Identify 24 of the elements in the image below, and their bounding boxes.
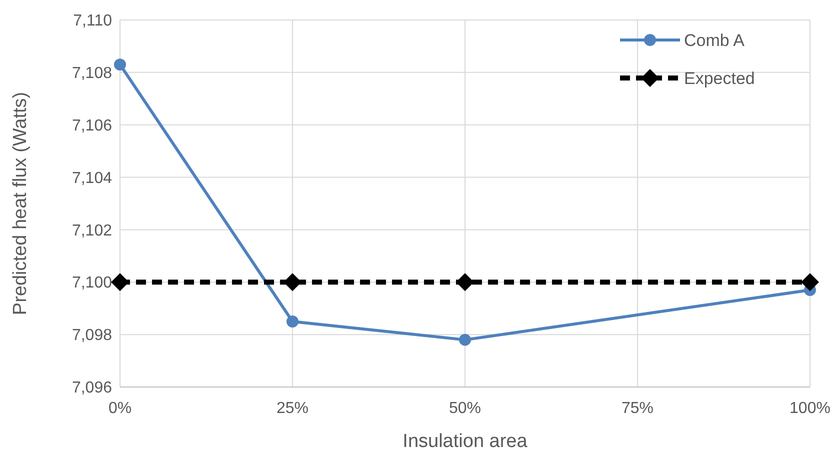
point <box>111 273 129 292</box>
x-tick-label: 25% <box>276 400 309 417</box>
y-tick-label: 7,108 <box>72 65 112 82</box>
y-tick-label: 7,110 <box>73 12 112 30</box>
y-tick-label: 7,096 <box>72 380 112 397</box>
x-tick-label: 75% <box>621 400 654 417</box>
point <box>801 273 819 292</box>
point <box>286 315 298 328</box>
y-tick-label: 7,104 <box>72 170 112 187</box>
y-tick-label: 7,100 <box>72 274 112 292</box>
legend-label: Expected <box>684 68 755 88</box>
x-tick-label: 100% <box>790 400 830 417</box>
y-tick-label: 7,098 <box>72 327 112 344</box>
x-tick-label: 0% <box>108 400 132 417</box>
y-tick-label: 7,102 <box>72 222 112 240</box>
point <box>456 273 474 292</box>
point <box>459 334 471 346</box>
x-tick-label: 50% <box>448 400 482 417</box>
x-axis-title: Insulation area <box>402 431 528 452</box>
point <box>114 58 126 71</box>
y-axis-title: Predicted heat flux (Watts) <box>10 92 31 316</box>
y-tick-label: 7,106 <box>72 117 112 134</box>
legend-label: Comb A <box>684 30 746 50</box>
point <box>284 273 302 292</box>
